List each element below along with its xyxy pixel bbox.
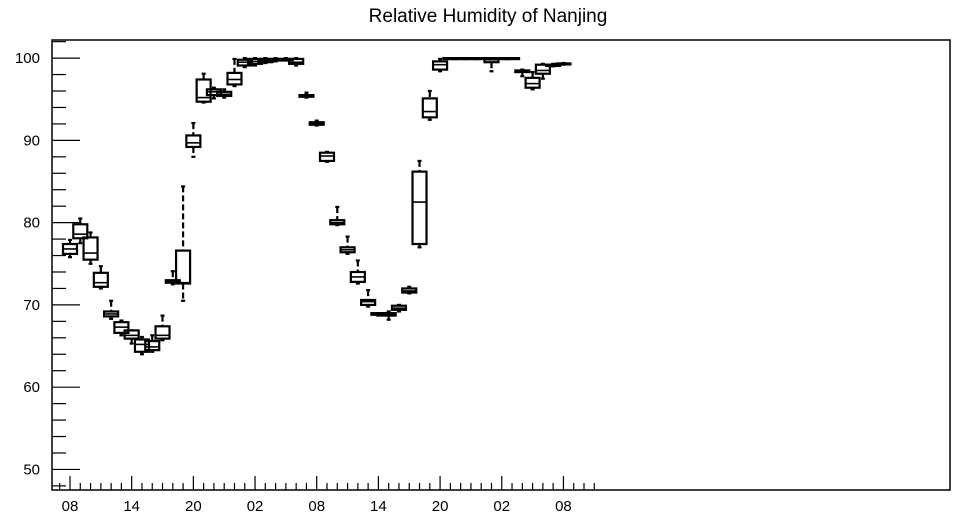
box-plot bbox=[401, 285, 418, 295]
box-iqr bbox=[524, 76, 541, 89]
box-plot bbox=[185, 121, 202, 158]
box-plot bbox=[103, 299, 120, 320]
box-iqr bbox=[431, 60, 449, 71]
box-plot bbox=[390, 303, 408, 313]
y-tick-label: 90 bbox=[23, 132, 40, 149]
box-iqr bbox=[318, 151, 336, 163]
box-iqr bbox=[144, 339, 161, 352]
box-plot bbox=[236, 56, 253, 69]
box-plot bbox=[133, 335, 151, 356]
box-plot bbox=[503, 56, 521, 61]
box-plot bbox=[380, 310, 397, 321]
box-plot bbox=[339, 235, 356, 255]
box-plot bbox=[174, 185, 192, 302]
box-plot bbox=[123, 329, 140, 345]
x-tick-label: 08 bbox=[62, 498, 79, 515]
box-plot bbox=[555, 61, 572, 66]
box-plot bbox=[298, 91, 315, 99]
x-tick-label: 02 bbox=[493, 498, 510, 515]
box-plot bbox=[411, 159, 428, 249]
box-iqr bbox=[195, 78, 212, 103]
box-iqr bbox=[421, 97, 438, 119]
box-iqr bbox=[72, 223, 89, 240]
box-iqr bbox=[360, 298, 377, 306]
box-plot bbox=[72, 217, 89, 245]
box-iqr bbox=[92, 271, 109, 288]
box-plot bbox=[349, 259, 366, 285]
box-plot bbox=[113, 319, 130, 337]
box-plot bbox=[514, 68, 531, 78]
box-iqr bbox=[154, 325, 171, 340]
box-plot bbox=[534, 62, 551, 80]
box-plot bbox=[524, 70, 541, 91]
box-iqr bbox=[185, 134, 202, 149]
box-iqr bbox=[226, 71, 243, 86]
box-plot bbox=[308, 119, 325, 127]
box-plot bbox=[360, 288, 377, 308]
x-tick-label: 08 bbox=[308, 498, 325, 515]
box-iqr bbox=[534, 63, 551, 75]
box-plot bbox=[318, 150, 336, 163]
box-iqr bbox=[411, 170, 428, 246]
box-iqr bbox=[133, 338, 151, 353]
y-tick-label: 50 bbox=[23, 461, 40, 478]
box-iqr bbox=[123, 329, 140, 340]
x-tick-label: 14 bbox=[123, 498, 140, 515]
box-iqr bbox=[288, 57, 305, 65]
y-tick-label: 80 bbox=[23, 215, 40, 232]
box-plot bbox=[288, 56, 305, 67]
y-axis: 50 60 70 80 90 100 bbox=[15, 41, 80, 487]
box-plot bbox=[92, 265, 109, 290]
x-tick-label: 20 bbox=[432, 498, 449, 515]
box-plot bbox=[431, 57, 449, 73]
plot-frame bbox=[51, 39, 951, 491]
box-plot bbox=[195, 72, 212, 104]
y-tick-label: 70 bbox=[23, 297, 40, 314]
chart-title: Relative Humidity of Nanjing bbox=[369, 6, 608, 27]
x-tick-label: 20 bbox=[185, 498, 202, 515]
y-tick-label: 100 bbox=[15, 50, 40, 67]
box-iqr bbox=[174, 249, 192, 285]
box-plot bbox=[82, 231, 99, 265]
box-plot bbox=[164, 270, 181, 286]
y-tick-label: 60 bbox=[23, 379, 40, 396]
x-tick-label: 08 bbox=[555, 498, 572, 515]
x-tick-label: 14 bbox=[370, 498, 387, 515]
x-tick-label: 02 bbox=[247, 498, 264, 515]
box-plot bbox=[216, 88, 233, 99]
box-iqr bbox=[82, 236, 99, 261]
box-plot bbox=[329, 205, 346, 227]
box-plot bbox=[144, 334, 161, 353]
x-axis: 08 14 20 02 08 14 20 02 08 bbox=[59, 476, 595, 515]
box-plot bbox=[61, 238, 79, 259]
box-plot bbox=[226, 57, 243, 88]
box-plot bbox=[154, 314, 171, 342]
box-plot bbox=[421, 89, 438, 121]
box-series bbox=[61, 56, 572, 356]
